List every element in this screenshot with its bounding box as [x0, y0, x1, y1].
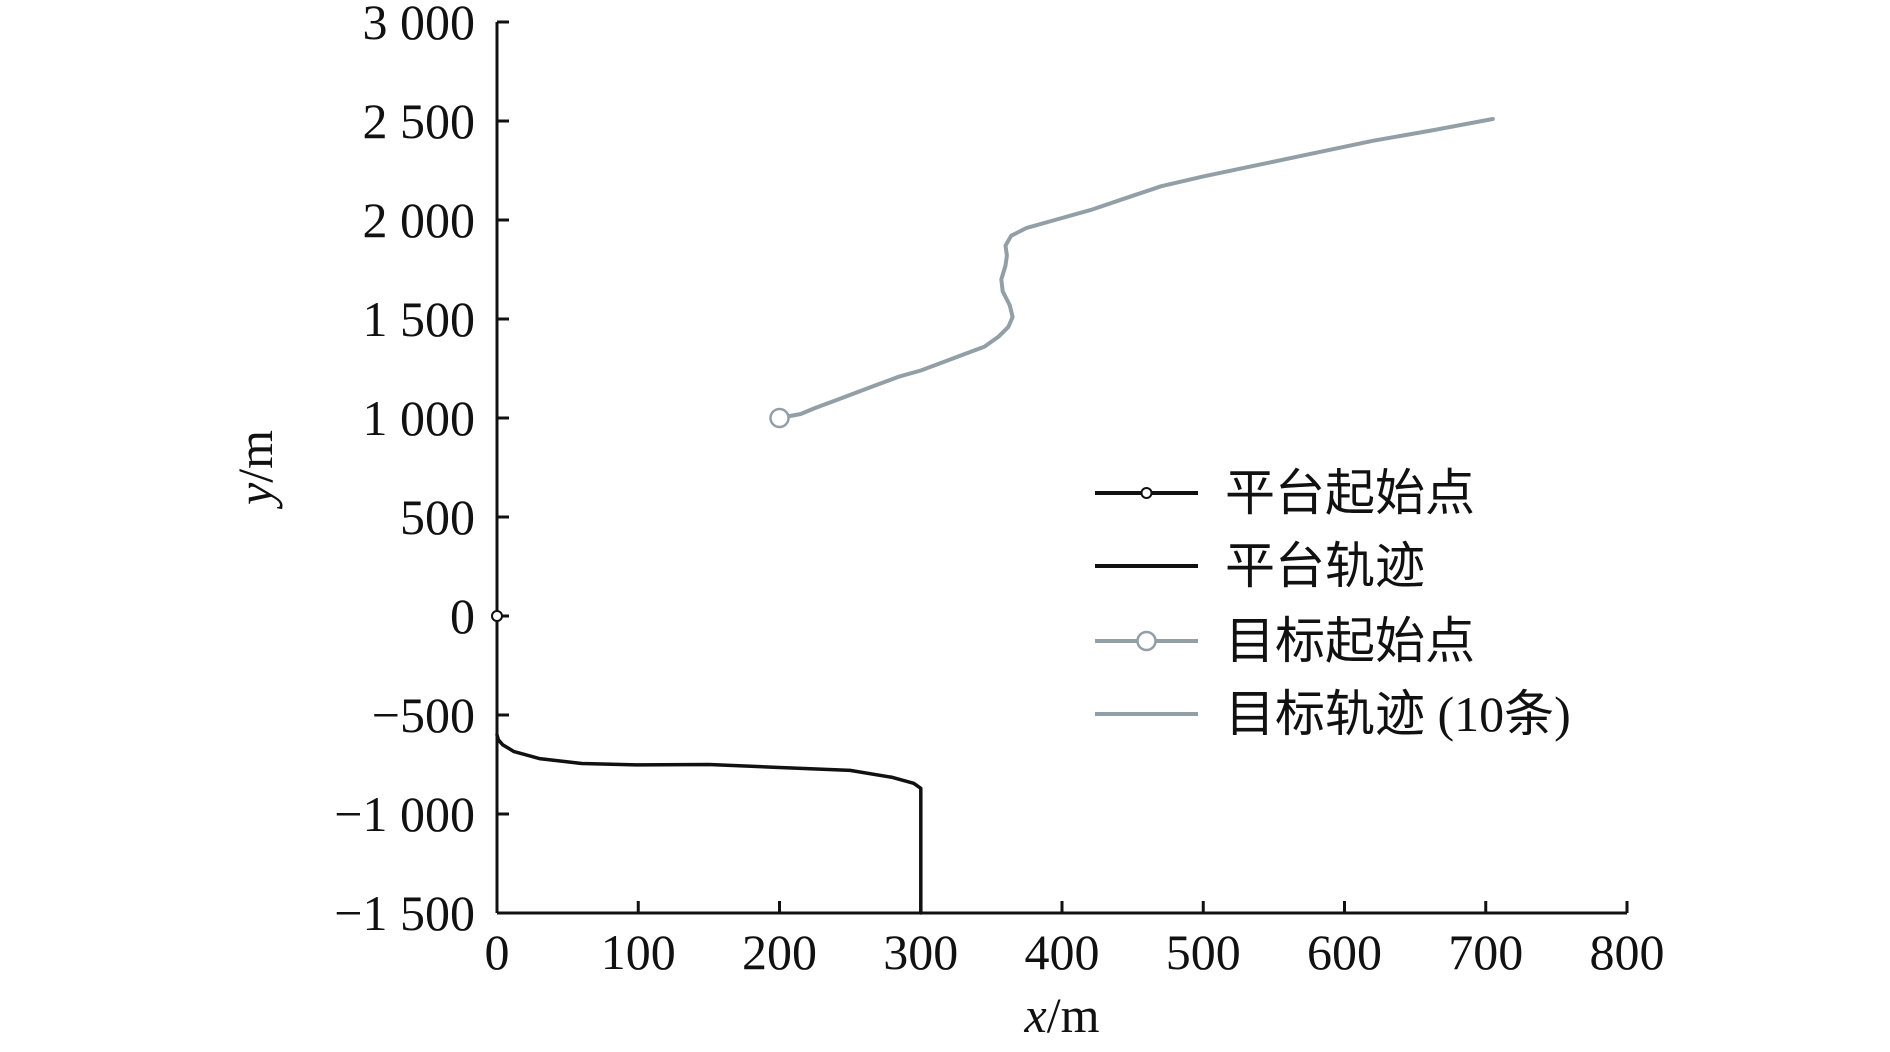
y-tick-label: −1 000: [334, 786, 475, 842]
y-tick-label: 2 500: [363, 93, 476, 149]
y-tick-label: 0: [450, 588, 475, 644]
y-axis-title: y/m: [227, 430, 283, 510]
y-axis-unit: /m: [227, 430, 283, 483]
x-axis-unit: /m: [1047, 987, 1100, 1043]
legend-label-0: 平台起始点: [1225, 465, 1475, 521]
x-tick-label: 700: [1448, 924, 1523, 980]
y-tick-label: 500: [400, 489, 475, 545]
y-axis-variable: y: [227, 482, 283, 510]
x-axis-title: x/m: [1024, 987, 1100, 1043]
platform-start-marker: [491, 610, 503, 622]
axes-layer: 0 100 200 300 400 500 600 700 800 −1 500 −1 000 −50…: [334, 0, 1664, 980]
x-axis-variable: x: [1024, 987, 1047, 1043]
x-tick-label: 400: [1025, 924, 1100, 980]
x-tick-label: 0: [485, 924, 510, 980]
series-layer: [491, 117, 1495, 915]
y-tick-label: −500: [372, 687, 475, 743]
legend-marker-2: [1136, 630, 1157, 652]
target-start-marker: [769, 407, 790, 429]
y-tick-label: 2 000: [363, 192, 476, 248]
x-tick-label: 300: [883, 924, 958, 980]
target-trajectory-line: [777, 117, 1495, 420]
platform-trajectory-line: [495, 733, 923, 915]
x-tick-label: 600: [1307, 924, 1382, 980]
y-tick-label: 3 000: [363, 0, 476, 50]
legend-label-2: 目标起始点: [1225, 613, 1475, 669]
x-tick-label: 800: [1590, 924, 1665, 980]
y-tick-label: 1 000: [363, 390, 476, 446]
y-tick-label: 1 500: [363, 291, 476, 347]
legend-label-1: 平台轨迹: [1225, 538, 1425, 594]
legend-marker-0: [1140, 487, 1153, 499]
y-tick-label: −1 500: [334, 885, 475, 941]
x-tick-label: 500: [1166, 924, 1241, 980]
x-tick-label: 100: [601, 924, 676, 980]
x-tick-label: 200: [742, 924, 817, 980]
legend-label-3: 目标轨迹 (10条): [1225, 686, 1571, 742]
